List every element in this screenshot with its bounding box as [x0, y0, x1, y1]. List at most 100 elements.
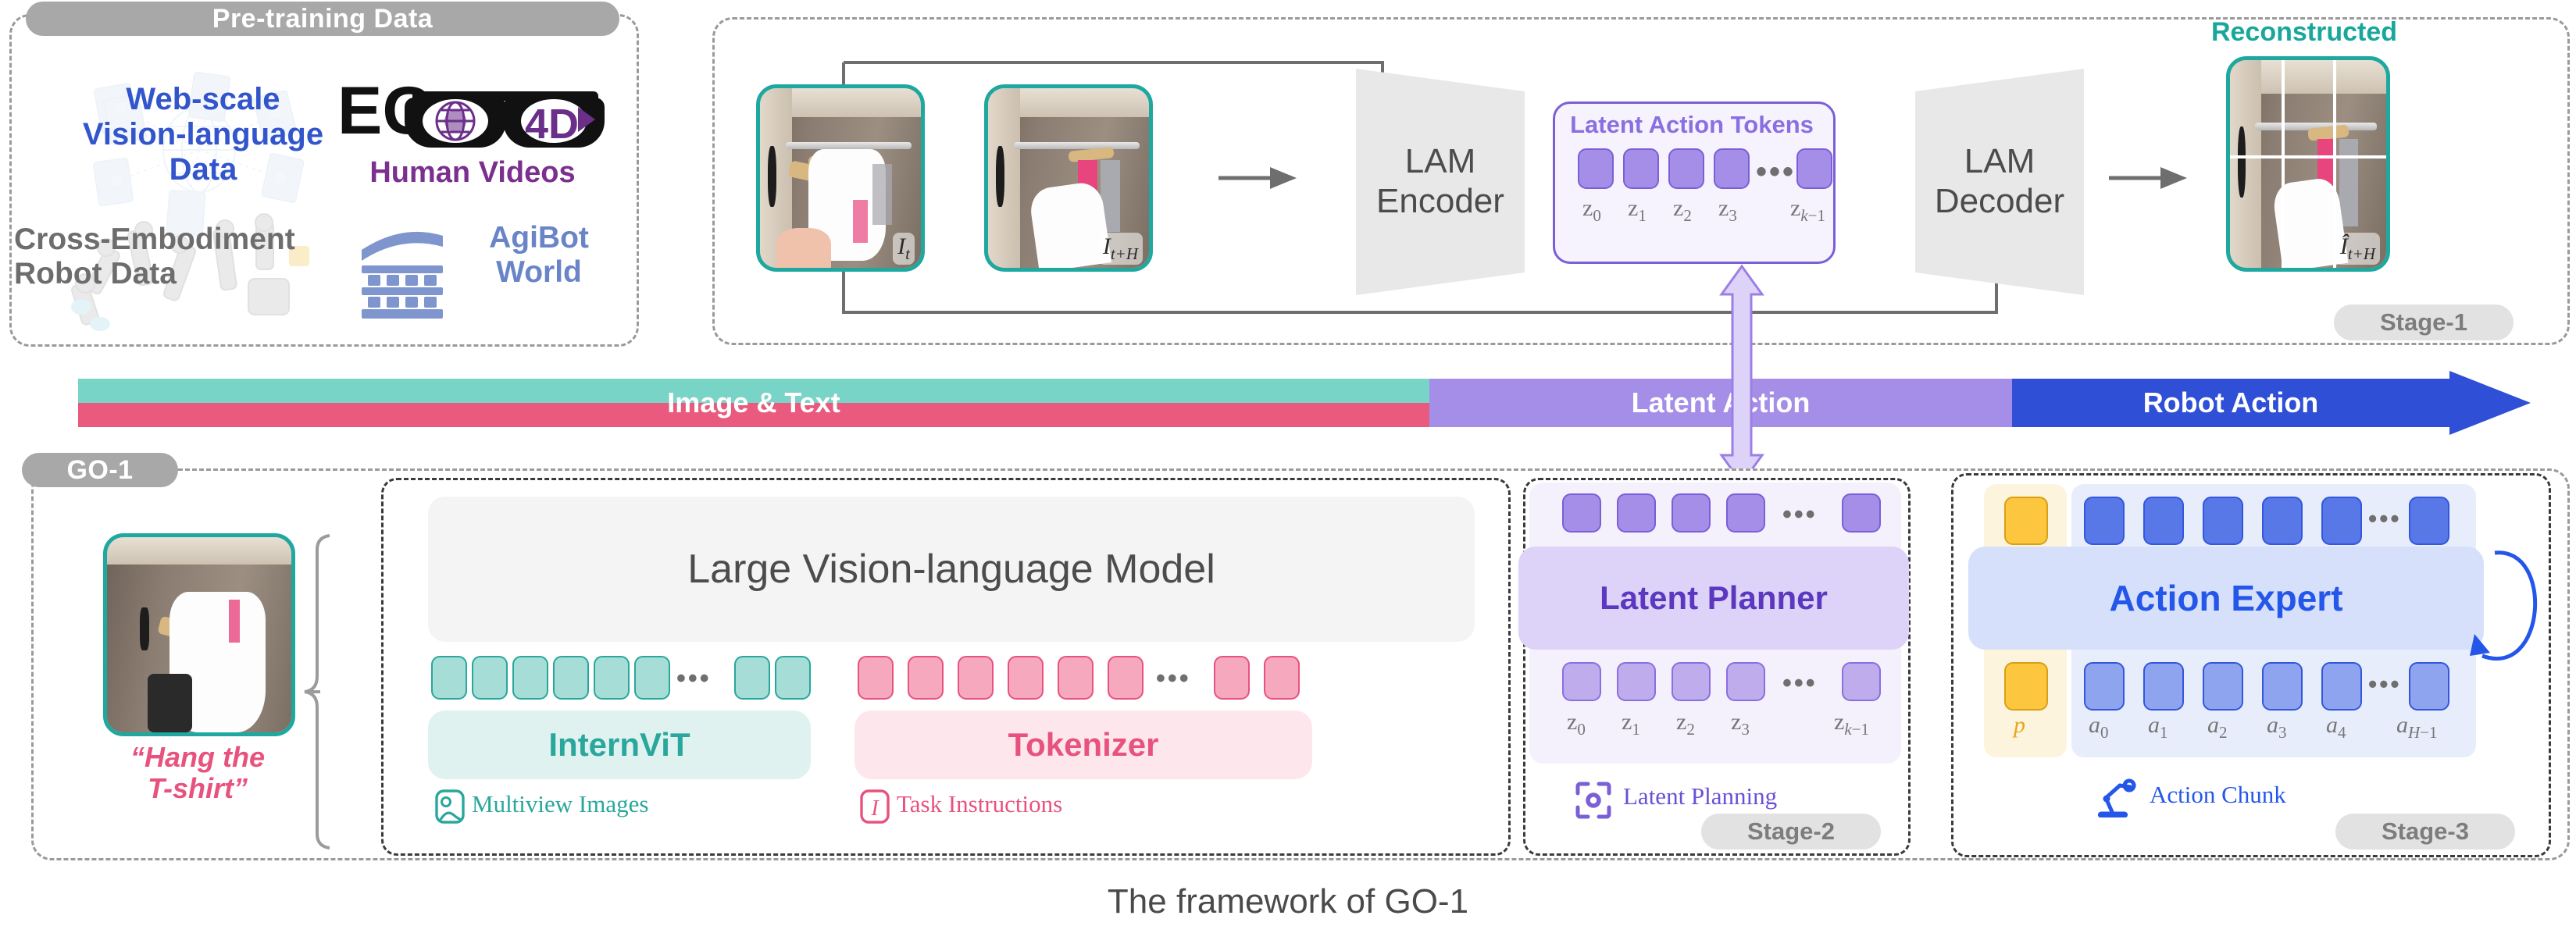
- legend-latent-planning: Latent Planning: [1623, 782, 1778, 810]
- stage3-top-ellipsis: •••: [2368, 504, 2402, 532]
- go1-badge-label: GO-1: [66, 454, 134, 485]
- stage2-bottom-token-0: [1562, 662, 1601, 701]
- agibot-line-2: World: [496, 255, 582, 289]
- latent-token-0: [1578, 148, 1614, 189]
- action-expert-loop-arrow: [2470, 550, 2538, 661]
- latent-token-label-k-1: zk−1: [1790, 195, 1825, 225]
- pretraining-item-ego4d-label: Human Videos: [369, 156, 576, 189]
- stage3-token-label-3: a3: [2267, 712, 2287, 742]
- latent-token-k-1: [1796, 148, 1832, 189]
- stage2-top-ellipsis: •••: [1782, 500, 1818, 529]
- agibot-colosseum-icon: [362, 231, 443, 319]
- stage2-token-label-k-1: zk−1: [1834, 709, 1869, 739]
- stage3-bottom-token-2: [2203, 662, 2243, 711]
- frame-t-label: It: [893, 233, 915, 265]
- frame-image-t-plus-h: It+H: [984, 84, 1153, 272]
- stage2-bottom-ellipsis: •••: [1782, 668, 1818, 698]
- svg-text:4D: 4D: [525, 101, 579, 148]
- text-token-5: [1108, 656, 1144, 700]
- go1-input-image: [103, 533, 295, 736]
- reconstructed-title: Reconstructed: [2210, 17, 2398, 47]
- pretraining-item-web-scale: Web-scale Vision-language Data: [47, 82, 359, 187]
- text-token-1: [908, 656, 944, 700]
- latent-token-1: [1623, 148, 1659, 189]
- web-scale-line-1: Web-scale: [126, 82, 280, 116]
- vision-token-4: [594, 656, 630, 700]
- stage2-bottom-token-1: [1617, 662, 1656, 701]
- latent-planner-box: Latent Planner: [1518, 547, 1909, 650]
- go1-instruction: “Hang the T-shirt”: [86, 741, 309, 805]
- reconstructed-label: Ît+H: [2335, 233, 2380, 265]
- stage3-top-token-4: [2321, 497, 2362, 545]
- vlm-box: Large Vision-language Model: [428, 497, 1475, 642]
- vision-token-0: [431, 656, 467, 700]
- frame-image-t: It: [756, 84, 925, 272]
- stage2-token-label-3: z3: [1731, 709, 1750, 739]
- latent-token-2: [1668, 148, 1704, 189]
- svg-text:I: I: [870, 796, 879, 821]
- flow-bar: Image & Text Latent Action Robot Action: [78, 371, 2531, 435]
- stage3-token-label-0: a0: [2089, 712, 2109, 742]
- flow-segment-image-text-bottom: [78, 403, 1429, 427]
- robot-arm-icon: [2098, 778, 2136, 817]
- flow-segment-image-text: Image & Text: [78, 379, 1429, 427]
- stage3-badge-label: Stage-3: [2382, 817, 2469, 845]
- figure-caption: The framework of GO-1: [1107, 882, 1469, 921]
- flow-segment-robot-action: Robot Action: [2012, 379, 2449, 427]
- text-token-7: [1264, 656, 1300, 700]
- stage3-top-token-0: [2084, 497, 2125, 545]
- vision-token-5: [634, 656, 670, 700]
- lam-decoder-label: LAM Decoder: [1934, 142, 2065, 220]
- action-expert-label: Action Expert: [2109, 578, 2343, 618]
- latent-token-label-1: z1: [1628, 195, 1647, 225]
- stage3-token-label-2: a2: [2207, 712, 2228, 742]
- lam-decoder: LAM Decoder: [1915, 69, 2084, 295]
- action-expert-box: Action Expert: [1968, 547, 2484, 650]
- lam-encoder-label: LAM Encoder: [1376, 142, 1504, 220]
- go1-badge: GO-1: [22, 453, 178, 487]
- latent-token-label-3: z3: [1718, 195, 1737, 225]
- tokenizer-box: Tokenizer: [855, 711, 1312, 779]
- latent-action-tokens-title: Latent Action Tokens: [1570, 111, 1814, 138]
- stage3-bottom-token-3: [2262, 662, 2303, 711]
- stage3-bottom-token-4: [2321, 662, 2362, 711]
- legend-task-instructions: Task Instructions: [897, 790, 1063, 817]
- pretraining-item-agibot: AgiBot World: [453, 221, 625, 289]
- stage3-top-token-1: [2143, 497, 2184, 545]
- stage2-bottom-token-2: [1672, 662, 1711, 701]
- stage3-bottom-token-0: [2084, 662, 2125, 711]
- stage3-bottom-token-h-1: [2409, 662, 2449, 711]
- stage2-badge: Stage-2: [1701, 814, 1881, 849]
- stage3-token-label-4: a4: [2326, 712, 2346, 742]
- latent-token-3: [1714, 148, 1750, 189]
- flow-bar-arrowhead: [2449, 371, 2531, 435]
- stage3-prefix-top: [2004, 497, 2048, 545]
- frame-t-plus-h-label: It+H: [1097, 233, 1143, 265]
- latent-token-label-2: z2: [1673, 195, 1692, 225]
- web-scale-line-2: Vision-language: [82, 116, 324, 151]
- image-icon: [435, 789, 465, 824]
- reconstructed-image: Ît+H: [2226, 56, 2390, 272]
- text-token-4: [1058, 656, 1094, 700]
- go1-input-brace: [304, 534, 330, 849]
- stage1-badge: Stage-1: [2334, 305, 2514, 340]
- stage3-prefix-label: p: [2014, 712, 2025, 738]
- web-scale-art: [93, 71, 305, 237]
- flow-segment-latent-action: Latent Action: [1429, 379, 2012, 427]
- vision-token-6: [734, 656, 770, 700]
- text-token-2: [958, 656, 994, 700]
- vision-token-2: [512, 656, 548, 700]
- stage2-token-label-2: z2: [1676, 709, 1695, 739]
- flow-segment-image-text-top: [78, 379, 1429, 403]
- pretraining-data-panel: [9, 14, 639, 347]
- robot-arms-art: [71, 213, 309, 331]
- legend-action-chunk: Action Chunk: [2150, 781, 2286, 808]
- latent-token-label-0: z0: [1582, 195, 1601, 225]
- cross-embodiment-line-2: Robot Data: [14, 256, 177, 290]
- lam-encoder: LAM Encoder: [1356, 69, 1525, 295]
- text-token-6: [1214, 656, 1250, 700]
- internvit-box: InternViT: [428, 711, 811, 779]
- latent-planner-label: Latent Planner: [1600, 579, 1828, 616]
- stage2-token-label-1: z1: [1622, 709, 1640, 739]
- stage2-top-token-2: [1672, 493, 1711, 532]
